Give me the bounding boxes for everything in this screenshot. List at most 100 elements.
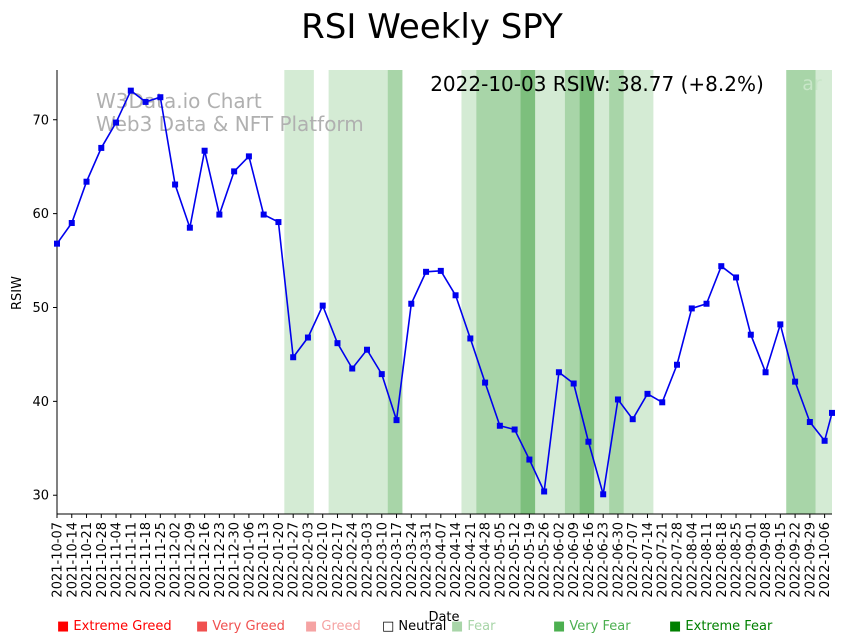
rsi-line (56, 89, 833, 495)
y-tick-label: 30 (32, 489, 49, 504)
x-tick-label: 2022-02-17 (331, 522, 346, 598)
sentiment-band (564, 70, 580, 514)
sentiment-band (609, 70, 624, 514)
rsi-point (821, 437, 828, 444)
x-tick-label: 2022-06-23 (597, 522, 612, 598)
x-tick-label: 2021-12-23 (213, 522, 228, 598)
x-tick-label: 2022-07-21 (656, 522, 671, 598)
legend-label: ■ Greed (305, 619, 361, 634)
watermark: W3Data.io Chart Web3 Data & NFT Platform (96, 89, 364, 136)
legend-item: ■ Extreme Fear (669, 619, 773, 634)
rsi-point (319, 302, 326, 309)
x-tick-label: 2022-01-20 (272, 522, 287, 598)
y-tick-label: 60 (32, 207, 49, 222)
rsi-point (703, 300, 710, 307)
x-tick-label: 2022-04-07 (434, 522, 449, 598)
sentiment-band (284, 70, 314, 514)
rsi-point (275, 219, 282, 226)
rsi-point (718, 263, 725, 270)
x-tick-label: 2022-05-12 (508, 522, 523, 598)
legend-item: ■ Extreme Greed (57, 619, 172, 634)
x-tick-label: 2022-05-19 (523, 522, 538, 598)
legend-item: ■ Fear (451, 619, 496, 634)
x-tick-label: 2021-11-18 (139, 522, 154, 598)
rsi-point (304, 334, 311, 341)
legend-item: ■ Very Greed (196, 619, 285, 634)
x-tick-label: 2022-07-28 (671, 522, 686, 598)
x-tick-label: 2022-03-10 (375, 522, 390, 598)
watermark-line-2: Web3 Data & NFT Platform (96, 112, 364, 136)
rsi-point (482, 379, 489, 386)
series-line (54, 87, 835, 498)
x-tick-label: 2022-07-07 (626, 522, 641, 598)
x-tick-label: 2022-08-04 (685, 522, 700, 598)
rsi-point (541, 488, 548, 495)
rsi-point (733, 274, 740, 281)
legend-label: □ Neutral (382, 619, 446, 634)
rsi-point (201, 147, 208, 154)
rsi-point (231, 168, 238, 175)
rsi-point (806, 419, 813, 426)
x-tick-label: 2022-09-08 (759, 522, 774, 598)
rsi-point (437, 267, 444, 274)
rsi-point (260, 211, 267, 218)
rsi-point (364, 346, 370, 353)
y-tick-label: 50 (32, 301, 49, 316)
x-tick-label: 2022-06-16 (582, 522, 597, 598)
legend-label: ■ Extreme Greed (57, 619, 172, 634)
x-tick-label: 2021-10-14 (65, 522, 80, 598)
y-tick-label: 40 (32, 395, 49, 410)
rsi-point (511, 426, 518, 433)
x-tick-label: 2021-11-11 (124, 522, 139, 598)
rsi-point (555, 369, 562, 376)
x-tick-label: 2021-11-25 (154, 522, 169, 598)
rsi-point (747, 331, 754, 338)
x-tick-label: 2022-02-10 (316, 522, 331, 598)
rsi-point (245, 153, 252, 160)
y-tick-label: 70 (32, 113, 49, 128)
legend: ■ Extreme Greed ■ Very Greed ■ Greed □ Neut… (57, 619, 773, 634)
legend-label: ■ Extreme Fear (669, 619, 773, 634)
x-tick-label: 2022-05-26 (538, 522, 553, 598)
rsi-point (570, 380, 577, 387)
x-tick-label: 2022-09-01 (744, 522, 759, 598)
x-tick-label: 2022-05-05 (493, 522, 508, 598)
rsi-point (629, 416, 636, 423)
sentiment-band (328, 70, 388, 514)
legend-item: □ Neutral (382, 619, 446, 634)
x-tick-label: 2021-10-07 (51, 522, 66, 598)
sentiment-band (786, 70, 816, 514)
rsi-point (378, 371, 385, 378)
rsi-point (290, 354, 297, 361)
rsi-point (186, 224, 193, 231)
rsi-point (142, 98, 149, 105)
rsi-point (585, 438, 592, 445)
rsi-point (762, 369, 769, 376)
sentiment-band (815, 70, 832, 514)
x-tick-label: 2022-09-22 (789, 522, 804, 598)
x-tick-label: 2022-04-14 (449, 522, 464, 598)
sentiment-band (594, 70, 610, 514)
rsi-point (688, 305, 695, 312)
x-tick-label: 2022-06-09 (567, 522, 582, 598)
rsi-point (83, 178, 90, 185)
rsi-point (792, 378, 799, 385)
sentiment-band (387, 70, 403, 514)
rsi-point (423, 268, 430, 275)
x-tick-label: 2021-12-09 (183, 522, 198, 598)
sentiment-band (520, 70, 536, 514)
rsi-point (98, 144, 105, 151)
rsi-point (526, 456, 533, 463)
rsi-point (54, 240, 60, 247)
x-tick-label: 2022-08-25 (730, 522, 745, 598)
rsi-point (600, 491, 607, 498)
x-tick-label: 2022-07-14 (641, 522, 656, 598)
x-tick-label: 2022-06-02 (552, 522, 567, 598)
x-axis-label: Date (428, 610, 459, 625)
rsi-point (393, 417, 400, 424)
rsi-point (408, 300, 415, 307)
last-value-annotation: 2022-10-03 RSIW: 38.77 (+8.2%) (430, 72, 764, 96)
sentiment-bands (284, 70, 832, 514)
rsi-point (334, 340, 341, 347)
x-tick-label: 2022-09-15 (774, 522, 789, 598)
